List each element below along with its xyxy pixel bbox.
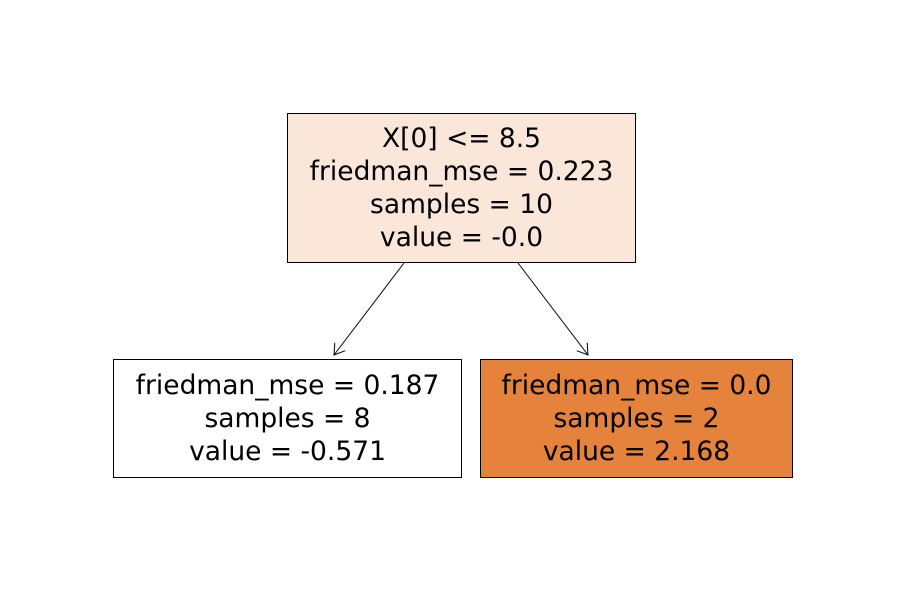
node-left-value: value = -0.571 bbox=[189, 435, 386, 468]
edge-root-to-left bbox=[334, 263, 404, 355]
tree-node-root: X[0] <= 8.5 friedman_mse = 0.223 samples… bbox=[287, 113, 636, 263]
tree-node-right-leaf: friedman_mse = 0.0 samples = 2 value = 2… bbox=[480, 359, 793, 478]
node-root-split-condition: X[0] <= 8.5 bbox=[382, 122, 541, 155]
node-left-samples: samples = 8 bbox=[204, 402, 370, 435]
node-right-value: value = 2.168 bbox=[543, 435, 730, 468]
edge-root-to-right bbox=[518, 263, 588, 355]
tree-node-left-leaf: friedman_mse = 0.187 samples = 8 value =… bbox=[113, 359, 462, 478]
node-right-friedman-mse: friedman_mse = 0.0 bbox=[502, 369, 772, 402]
node-root-value: value = -0.0 bbox=[380, 221, 543, 254]
node-right-samples: samples = 2 bbox=[553, 402, 719, 435]
node-root-samples: samples = 10 bbox=[370, 188, 553, 221]
node-left-friedman-mse: friedman_mse = 0.187 bbox=[136, 369, 440, 402]
node-root-friedman-mse: friedman_mse = 0.223 bbox=[310, 155, 614, 188]
